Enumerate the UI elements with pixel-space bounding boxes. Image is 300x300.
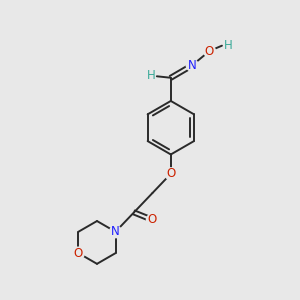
- Text: H: H: [224, 39, 233, 52]
- Text: O: O: [148, 213, 157, 226]
- Circle shape: [203, 45, 215, 57]
- Text: H: H: [147, 69, 156, 82]
- Circle shape: [110, 226, 122, 238]
- Text: O: O: [74, 247, 83, 260]
- Circle shape: [186, 59, 198, 71]
- Circle shape: [73, 247, 84, 259]
- Text: O: O: [166, 167, 176, 180]
- Circle shape: [146, 214, 158, 226]
- Circle shape: [165, 168, 177, 180]
- Text: O: O: [205, 44, 214, 58]
- Text: N: N: [188, 59, 197, 72]
- Text: N: N: [111, 225, 120, 238]
